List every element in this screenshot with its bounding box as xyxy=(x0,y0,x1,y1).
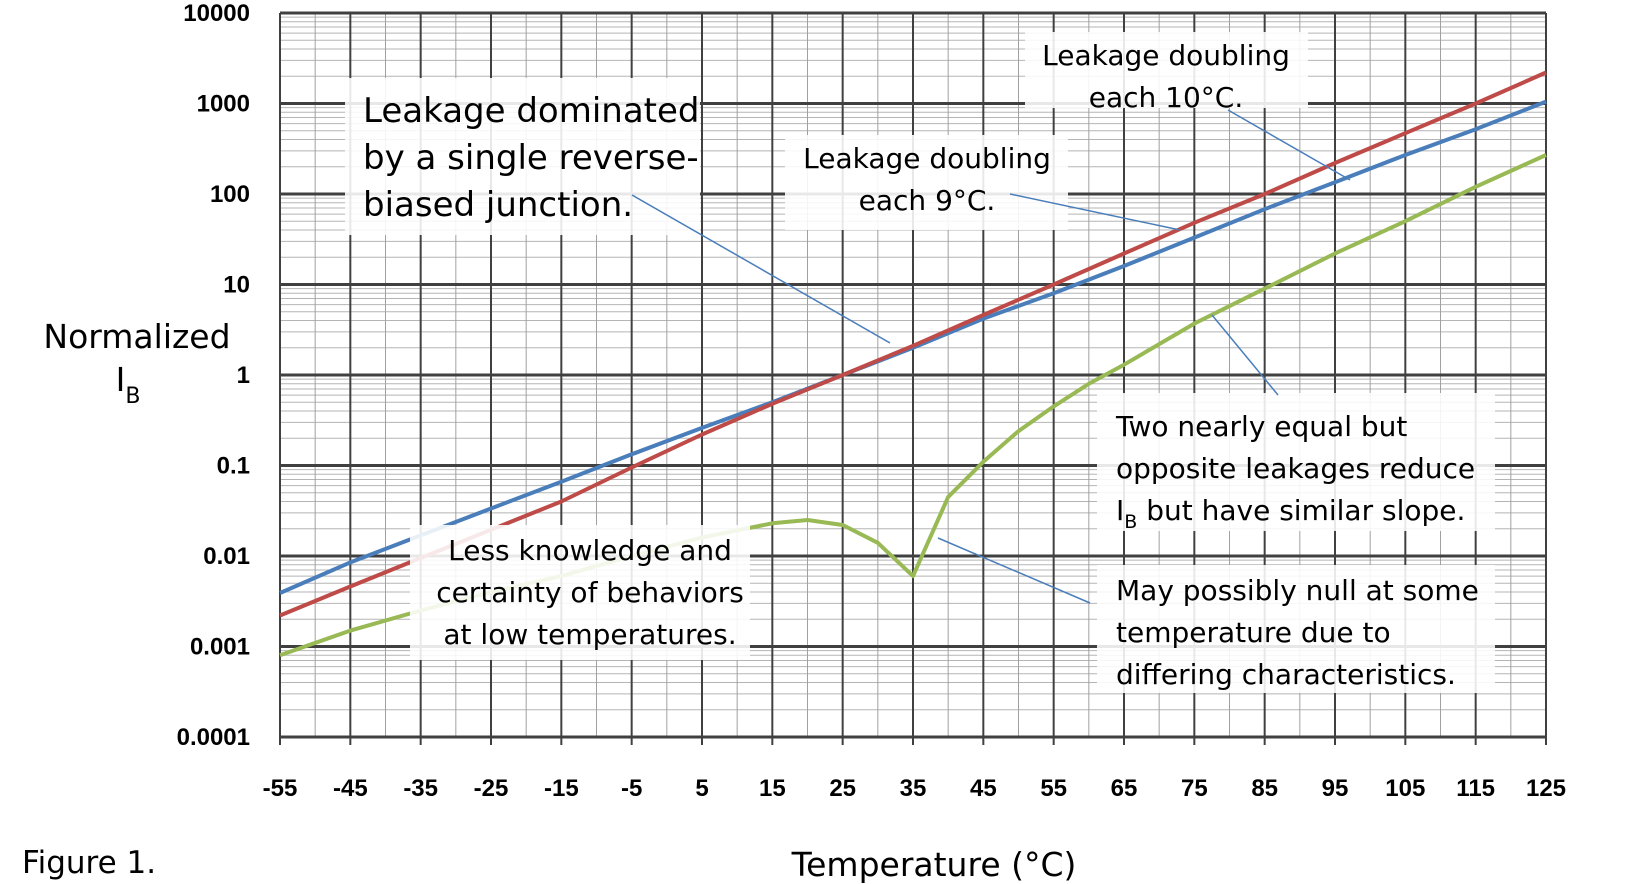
annotation-text-leakage-dominated: by a single reverse- xyxy=(363,138,699,178)
x-tick-label: 65 xyxy=(1111,775,1138,802)
annotation-box-opposite-leakages xyxy=(1097,393,1495,531)
x-tick-label: 15 xyxy=(759,775,786,802)
y-tick-labels: 0.0001 0.001 0.01 0.1 1 10 100 1000 10000 xyxy=(177,0,250,751)
x-tick-label: -55 xyxy=(263,775,298,802)
annotation-text-leakage-dominated: Leakage dominated xyxy=(363,91,700,131)
y-tick-label: 1000 xyxy=(197,91,250,118)
annotation-box-low-temperatures xyxy=(410,525,750,660)
x-tick-label: 85 xyxy=(1251,775,1278,802)
y-axis-title-sub: B xyxy=(125,384,140,409)
x-tick-label: 5 xyxy=(695,775,708,802)
x-tick-label: -25 xyxy=(474,775,509,802)
y-tick-label: 10 xyxy=(223,272,250,299)
y-tick-label: 10000 xyxy=(183,0,250,27)
annotation-text-doubling-9c: Leakage doubling xyxy=(803,142,1051,175)
annotation-ib-rest: but have similar slope. xyxy=(1137,494,1465,527)
x-axis-title: Temperature (°C) xyxy=(791,845,1077,884)
annotations: Leakage dominated by a single reverse-bia… xyxy=(345,32,1495,693)
x-tick-label: 105 xyxy=(1385,775,1425,802)
figure-caption: Figure 1. xyxy=(22,845,156,881)
leader-line-opposite-leakages xyxy=(1211,314,1279,396)
annotation-text-possibly-null: differing characteristics. xyxy=(1116,658,1456,691)
x-tick-label: 125 xyxy=(1526,775,1566,802)
x-tick-label: 35 xyxy=(900,775,927,802)
x-tick-label: -35 xyxy=(403,775,438,802)
x-tick-label: 45 xyxy=(970,775,997,802)
annotation-text-doubling-10c: Leakage doubling xyxy=(1042,39,1290,72)
annotation-text-low-temperatures: at low temperatures. xyxy=(443,618,736,651)
y-tick-label: 0.01 xyxy=(203,543,250,570)
y-tick-label: 100 xyxy=(210,181,250,208)
annotation-text-possibly-null: May possibly null at some xyxy=(1116,574,1479,607)
x-tick-labels: -55 -45 -35 -25 -15 -5 5 15 25 35 45 55 65 75 85 95 105 1… xyxy=(263,775,1566,802)
y-axis-title-main: I xyxy=(116,360,126,399)
annotation-box-leakage-dominated xyxy=(345,78,700,235)
annotation-text-low-temperatures: Less knowledge and xyxy=(448,534,732,567)
annotation-box-possibly-null xyxy=(1097,565,1495,693)
y-tick-label: 1 xyxy=(237,362,250,389)
annotation-text-possibly-null: temperature due to xyxy=(1116,616,1391,649)
leader-line-leakage-dominated xyxy=(631,194,891,344)
leader-line-doubling-10c xyxy=(1227,109,1351,181)
x-tick-label: 115 xyxy=(1456,775,1495,802)
annotation-box-doubling-9c xyxy=(785,135,1068,230)
annotation-text-doubling-9c: each 9°C. xyxy=(859,184,996,217)
x-tick-label: 25 xyxy=(829,775,856,802)
x-tick-label: -45 xyxy=(333,775,368,802)
annotation-ib-main: I xyxy=(1116,494,1124,527)
annotation-text-leakage-dominated: biased junction. xyxy=(363,185,633,225)
x-tick-label: -15 xyxy=(544,775,579,802)
y-tick-label: 0.1 xyxy=(217,453,250,480)
x-tick-label: 95 xyxy=(1322,775,1349,802)
leader-line-doubling-9c xyxy=(1009,193,1181,231)
x-tick-label: -5 xyxy=(621,775,642,802)
annotation-ib-sub: B xyxy=(1124,511,1137,533)
annotation-text-doubling-10c: each 10°C. xyxy=(1089,81,1244,114)
leader-line-possibly-null xyxy=(937,537,1091,604)
y-tick-label: 0.0001 xyxy=(177,724,250,751)
annotation-text-opposite-leakages: Two nearly equal but xyxy=(1115,410,1407,443)
annotation-box-doubling-10c xyxy=(1025,32,1308,108)
x-tick-label: 55 xyxy=(1040,775,1067,802)
y-axis-title-line1: Normalized xyxy=(43,317,230,356)
y-axis-title-line2: IB xyxy=(116,360,141,409)
annotation-text-opposite-leakages: opposite leakages reduce xyxy=(1116,452,1475,485)
x-tick-label: 75 xyxy=(1181,775,1208,802)
y-tick-label: 0.001 xyxy=(190,634,250,661)
annotation-text-low-temperatures: certainty of behaviors xyxy=(436,576,744,609)
annotation-text-opposite-leakages: IB but have similar slope. xyxy=(1116,494,1465,533)
